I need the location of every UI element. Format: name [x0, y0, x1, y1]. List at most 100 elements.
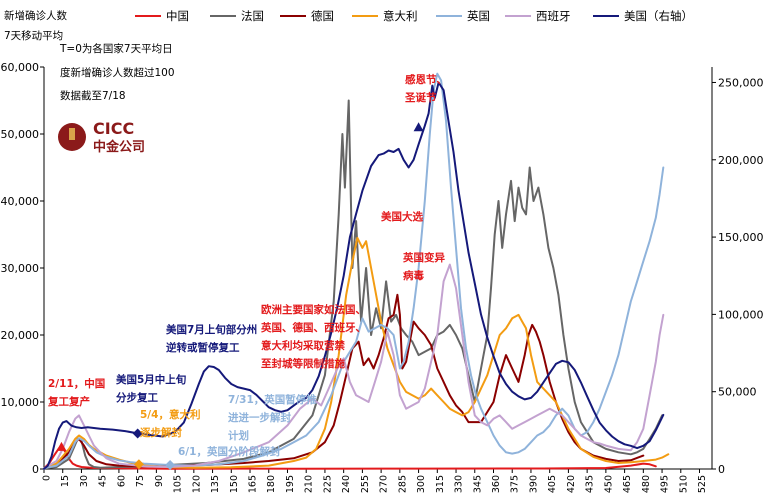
annotation-text: 英国、德国、西班牙、 — [260, 321, 366, 334]
x-tick-label: 480 — [641, 475, 652, 493]
y-left-tick-label: 10,000 — [1, 396, 40, 409]
y-right-tick-label: 100,000 — [718, 308, 764, 321]
annotation-text: 5/4，意大利 — [140, 408, 200, 421]
marker-diamond — [133, 459, 144, 470]
annotation-text: 意大利均采取营禁 — [261, 339, 345, 352]
x-tick-label: 300 — [416, 475, 427, 493]
x-tick-label: 150 — [229, 475, 240, 493]
series-lines — [43, 72, 670, 470]
legend-label: 西班牙 — [536, 9, 571, 23]
legend-label: 美国（右轴） — [624, 9, 693, 23]
annotation-text: 美国5月中上旬 — [116, 373, 187, 386]
x-tick-label: 105 — [173, 475, 184, 493]
x-tick-label: 360 — [491, 475, 502, 493]
annotation-text: 进进一步解封 — [228, 411, 291, 424]
annotation-text: 英国变异 — [402, 251, 445, 264]
series-line-5 — [43, 263, 665, 470]
x-tick-label: 525 — [697, 475, 708, 493]
annotation-text: 7/31，英国暂停推 — [228, 393, 317, 406]
x-tick-label: 450 — [603, 475, 614, 493]
x-tick-label: 390 — [528, 475, 539, 493]
annotation-text: 逆转或暂停复工 — [166, 341, 240, 354]
y-left-tick-label: 0 — [32, 463, 39, 476]
series-markers — [56, 122, 424, 470]
y-left-tick-label: 50,000 — [1, 128, 40, 141]
x-tick-label: 510 — [678, 475, 689, 493]
series-line-6 — [43, 81, 665, 470]
annotation-text: 病毒 — [403, 269, 424, 282]
x-tick-label: 255 — [360, 475, 371, 493]
annotation-text: 美国7月上旬部分州 — [166, 323, 257, 336]
x-tick-label: 270 — [379, 475, 390, 493]
x-tick-label: 240 — [341, 475, 352, 493]
logo-name: CICC — [93, 119, 134, 138]
y-right-tick-label: 250,000 — [718, 76, 764, 89]
x-tick-label: 345 — [472, 475, 483, 493]
y-left-tick-label: 30,000 — [1, 262, 40, 275]
x-tick-label: 435 — [585, 475, 596, 493]
annotation-text: 复工复产 — [47, 395, 90, 408]
x-tick-label: 90 — [154, 475, 165, 487]
annotation-text: 2/11，中国 — [48, 377, 105, 390]
logo-subtitle: 中金公司 — [93, 139, 145, 155]
annotation-text: 逐步解封 — [140, 426, 182, 439]
x-tick-label: 330 — [454, 475, 465, 493]
x-tick-label: 420 — [566, 475, 577, 493]
marker-triangle — [413, 122, 424, 132]
x-tick-label: 225 — [322, 475, 333, 493]
annotation-text: 6/1，英国分阶段解封 — [178, 445, 281, 458]
y-axis-label: 新增确诊人数 — [4, 9, 67, 22]
legend: 中国 法国 德国 意大利 英国 西班牙 美国（右轴） — [135, 9, 693, 23]
legend-label: 意大利 — [383, 9, 418, 23]
y-right-tick-label: 50,000 — [718, 386, 757, 399]
x-tick-label: 30 — [79, 475, 90, 487]
y-left-tick-label: 20,000 — [1, 329, 40, 342]
x-tick-label: 45 — [98, 475, 109, 487]
x-tick-label: 135 — [210, 475, 221, 493]
y-right-tick-label: 150,000 — [718, 231, 764, 244]
x-tick-label: 60 — [116, 475, 127, 487]
annotation-text: 感恩节、 — [405, 73, 447, 86]
x-tick-label: 375 — [510, 475, 521, 493]
y-right-tick-label: 0 — [718, 463, 725, 476]
x-tick-label: 165 — [248, 475, 259, 493]
x-tick-label: 0 — [42, 475, 53, 481]
legend-label: 法国 — [241, 9, 264, 23]
marker-diamond — [132, 428, 143, 439]
annotation-text: 美国大选 — [381, 210, 423, 223]
x-tick-label: 75 — [135, 475, 146, 487]
y-left-tick-label: 60,000 — [1, 61, 40, 74]
logo-mark-inner — [69, 128, 75, 140]
x-tick-label: 195 — [285, 475, 296, 493]
legend-label: 中国 — [166, 9, 189, 23]
x-tick-label: 180 — [266, 475, 277, 493]
legend-label: 英国 — [467, 9, 490, 23]
annotation-text: 分步复工 — [116, 391, 158, 404]
x-tick-label: 120 — [191, 475, 202, 493]
marker-triangle — [56, 441, 67, 451]
chart-note: 数据截至7/18 — [60, 89, 126, 102]
x-tick-label: 285 — [397, 475, 408, 493]
x-tick-label: 405 — [547, 475, 558, 493]
chart-note: 度新增确诊人数超过100 — [60, 66, 175, 79]
annotation-text: 至封城等限制措施 — [261, 357, 345, 370]
x-tick-label: 15 — [60, 475, 71, 487]
chart-note: 7天移动平均 — [4, 29, 63, 42]
marker-diamond — [165, 459, 176, 470]
x-tick-label: 465 — [622, 475, 633, 493]
annotation-text: 计划 — [228, 429, 249, 442]
annotation-text: 圣诞节 — [404, 91, 437, 104]
x-tick-label: 315 — [435, 475, 446, 493]
x-tick-label: 495 — [660, 475, 671, 493]
y-right-tick-label: 200,000 — [718, 154, 764, 167]
x-tick-label: 210 — [304, 475, 315, 493]
legend-label: 德国 — [311, 9, 334, 23]
series-line-1 — [43, 99, 664, 470]
chart-note: T=0为各国家7天平均日 — [59, 42, 173, 55]
annotation-text: 欧洲主要国家如法国、 — [261, 303, 366, 316]
y-left-tick-label: 40,000 — [1, 195, 40, 208]
